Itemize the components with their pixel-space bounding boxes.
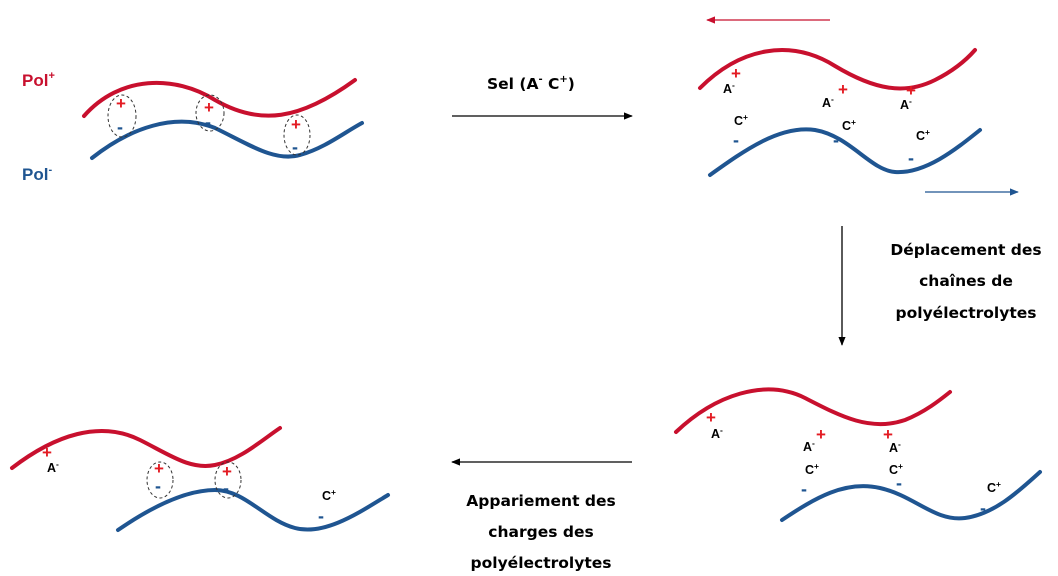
- cation-counterion: C+: [805, 461, 819, 477]
- cation-counterion: C+: [842, 117, 856, 133]
- positive-charge: +: [706, 408, 716, 427]
- positive-charge: +: [154, 459, 164, 478]
- polycation-chain: [10, 426, 282, 470]
- pairing-label-line-2: charges des: [488, 523, 593, 541]
- negative-charge: -: [117, 117, 123, 137]
- negative-charge: -: [292, 137, 298, 157]
- anion-counterion: A-: [822, 94, 834, 110]
- anion-counterion: A-: [47, 459, 59, 475]
- polycation-chain: [82, 78, 357, 118]
- salt-addition-step: Sel (A- C+): [452, 74, 633, 120]
- negative-charge: -: [801, 479, 807, 499]
- negative-charge: -: [896, 473, 902, 493]
- polyanion-chain: [780, 470, 1042, 522]
- displacement-label-line-1: Déplacement des: [890, 241, 1041, 259]
- salt-label: Sel (A- C+): [487, 74, 575, 93]
- polyanion-chain: [90, 119, 364, 160]
- anion-counterion: A-: [889, 439, 901, 455]
- ion-pair-ring: [107, 94, 137, 138]
- negative-charge: -: [205, 112, 211, 132]
- negative-charge: -: [318, 506, 324, 526]
- anion-counterion: A-: [803, 438, 815, 454]
- panel-screened-chains: + + + A- A- A- C+ C+ C+ - - -: [698, 16, 1019, 196]
- positive-charge: +: [731, 64, 741, 83]
- positive-charge: +: [116, 94, 126, 113]
- positive-charge: +: [816, 425, 826, 444]
- polycation-chain: [698, 48, 977, 91]
- positive-charge: +: [204, 98, 214, 117]
- polycation-label: Pol+: [22, 70, 55, 90]
- negative-charge: -: [155, 476, 161, 496]
- negative-charge: -: [980, 498, 986, 518]
- positive-charge: +: [42, 443, 52, 462]
- positive-charge: +: [222, 462, 232, 481]
- polyanion-chain: [116, 487, 390, 532]
- panel-repaired-complex: + A- + - + - C+ -: [10, 426, 390, 532]
- anion-counterion: A-: [900, 96, 912, 112]
- ion-pair-ring: [283, 114, 311, 156]
- polycation-chain: [674, 387, 952, 434]
- negative-charge: -: [908, 148, 914, 168]
- displacement-label-line-2: chaînes de: [919, 272, 1013, 290]
- cation-counterion: C+: [322, 487, 336, 503]
- anion-counterion: A-: [711, 425, 723, 441]
- displacement-label-line-3: polyélectrolytes: [896, 304, 1037, 322]
- cation-counterion: C+: [889, 461, 903, 477]
- ion-pair-ring: [214, 461, 242, 499]
- cation-counterion: C+: [987, 479, 1001, 495]
- pairing-step: Appariement des charges des polyélectrol…: [451, 458, 632, 572]
- negative-charge: -: [833, 130, 839, 150]
- pairing-label-line-1: Appariement des: [466, 492, 615, 510]
- cation-counterion: C+: [916, 127, 930, 143]
- negative-charge: -: [733, 130, 739, 150]
- panel-initial-complex: Pol+ Pol- + - + - + -: [22, 70, 364, 184]
- ion-pair-ring: [146, 461, 174, 499]
- displacement-step: Déplacement des chaînes de polyélectroly…: [838, 226, 1042, 346]
- polyanion-label: Pol-: [22, 164, 52, 184]
- negative-charge: -: [223, 478, 229, 498]
- positive-charge: +: [906, 81, 916, 100]
- cation-counterion: C+: [734, 112, 748, 128]
- panel-displaced-chains: + + + A- A- A- C+ C+ C+ - - -: [674, 387, 1042, 522]
- polyanion-chain: [708, 127, 982, 177]
- positive-charge: +: [838, 80, 848, 99]
- pairing-label-line-3: polyélectrolytes: [471, 554, 612, 572]
- positive-charge: +: [291, 115, 301, 134]
- ion-pair-ring: [195, 94, 225, 132]
- positive-charge: +: [883, 425, 893, 444]
- anion-counterion: A-: [723, 80, 735, 96]
